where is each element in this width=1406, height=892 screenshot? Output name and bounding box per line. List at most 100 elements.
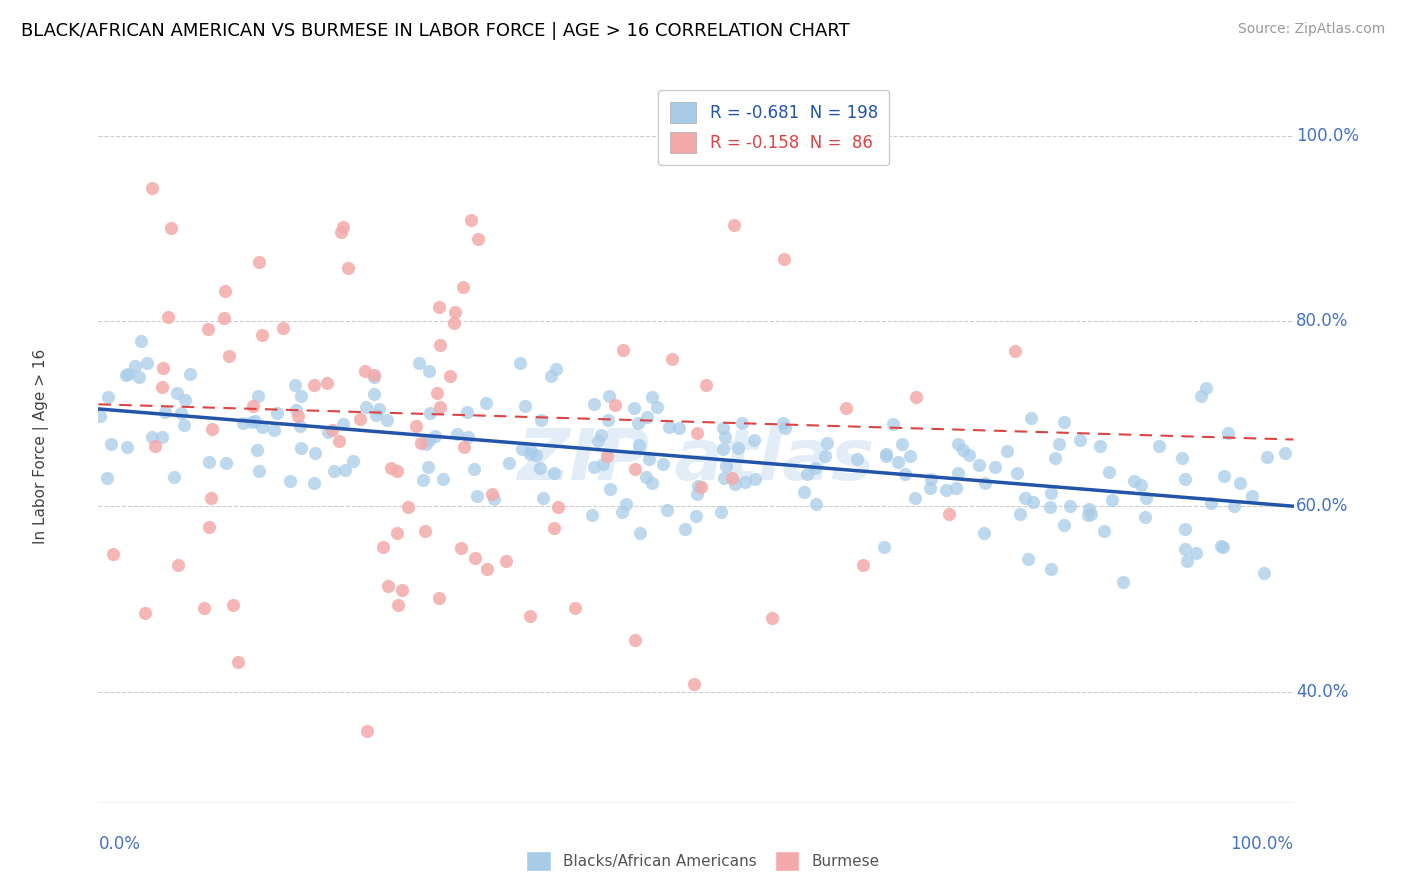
Point — [356, 723, 378, 738]
Point — [215, 456, 238, 470]
Point — [134, 607, 156, 621]
Point — [612, 343, 634, 358]
Point — [1019, 411, 1042, 425]
Point — [349, 411, 371, 425]
Point — [159, 220, 181, 235]
Point — [117, 368, 139, 382]
Point — [1174, 522, 1197, 536]
Point — [152, 360, 174, 375]
Point — [583, 459, 606, 474]
Point — [200, 491, 222, 505]
Legend: Blacks/African Americans, Burmese: Blacks/African Americans, Burmese — [520, 846, 886, 877]
Point — [456, 405, 478, 419]
Point — [903, 491, 925, 505]
Point — [1209, 539, 1232, 553]
Point — [815, 436, 838, 450]
Point — [1212, 540, 1234, 554]
Text: In Labor Force | Age > 16: In Labor Force | Age > 16 — [34, 349, 49, 543]
Point — [405, 419, 427, 434]
Point — [263, 424, 285, 438]
Point — [636, 470, 658, 484]
Point — [920, 473, 942, 487]
Point — [443, 316, 465, 330]
Point — [721, 471, 744, 485]
Point — [626, 416, 648, 430]
Point — [1088, 439, 1111, 453]
Point — [302, 377, 325, 392]
Point — [711, 421, 734, 435]
Point — [221, 598, 243, 612]
Point — [429, 400, 451, 414]
Point — [385, 464, 408, 478]
Point — [450, 541, 472, 555]
Point — [834, 401, 856, 415]
Text: 40.0%: 40.0% — [1296, 682, 1348, 700]
Point — [938, 507, 960, 521]
Point — [586, 434, 609, 448]
Point — [1256, 450, 1278, 464]
Point — [247, 254, 270, 268]
Point — [201, 422, 224, 436]
Point — [627, 438, 650, 452]
Point — [475, 395, 498, 409]
Point — [321, 424, 343, 438]
Point — [589, 428, 612, 442]
Point — [898, 450, 921, 464]
Point — [1005, 466, 1028, 480]
Point — [658, 420, 681, 434]
Point — [793, 484, 815, 499]
Point — [288, 419, 311, 434]
Point — [396, 500, 419, 515]
Point — [150, 380, 173, 394]
Point — [1213, 468, 1236, 483]
Point — [391, 583, 413, 598]
Point — [412, 474, 434, 488]
Point — [905, 390, 928, 404]
Point — [592, 457, 614, 471]
Point — [614, 497, 637, 511]
Point — [484, 492, 506, 507]
Point — [564, 601, 586, 615]
Point — [1077, 502, 1099, 516]
Point — [418, 364, 440, 378]
Point — [624, 462, 647, 476]
Point — [688, 479, 710, 493]
Text: 100.0%: 100.0% — [1230, 835, 1294, 854]
Point — [612, 505, 634, 519]
Point — [727, 442, 749, 456]
Point — [845, 452, 868, 467]
Point — [686, 425, 709, 440]
Point — [875, 447, 897, 461]
Point — [212, 311, 235, 326]
Point — [519, 447, 541, 461]
Point — [969, 458, 991, 473]
Point — [804, 497, 827, 511]
Point — [1253, 566, 1275, 580]
Point — [214, 284, 236, 298]
Point — [124, 359, 146, 374]
Point — [1101, 493, 1123, 508]
Point — [271, 321, 294, 335]
Point — [432, 472, 454, 486]
Point — [453, 440, 475, 454]
Point — [141, 181, 163, 195]
Point — [673, 522, 696, 536]
Point — [973, 526, 995, 541]
Point — [519, 443, 541, 458]
Point — [1004, 344, 1026, 359]
Text: 80.0%: 80.0% — [1296, 312, 1348, 330]
Point — [197, 455, 219, 469]
Point — [464, 551, 486, 566]
Point — [498, 456, 520, 470]
Point — [686, 487, 709, 501]
Point — [1039, 500, 1062, 514]
Point — [509, 356, 531, 370]
Point — [101, 547, 124, 561]
Point — [540, 369, 562, 384]
Point — [957, 448, 980, 462]
Point — [599, 483, 621, 497]
Point — [278, 474, 301, 488]
Point — [530, 413, 553, 427]
Point — [775, 421, 797, 435]
Point — [330, 225, 353, 239]
